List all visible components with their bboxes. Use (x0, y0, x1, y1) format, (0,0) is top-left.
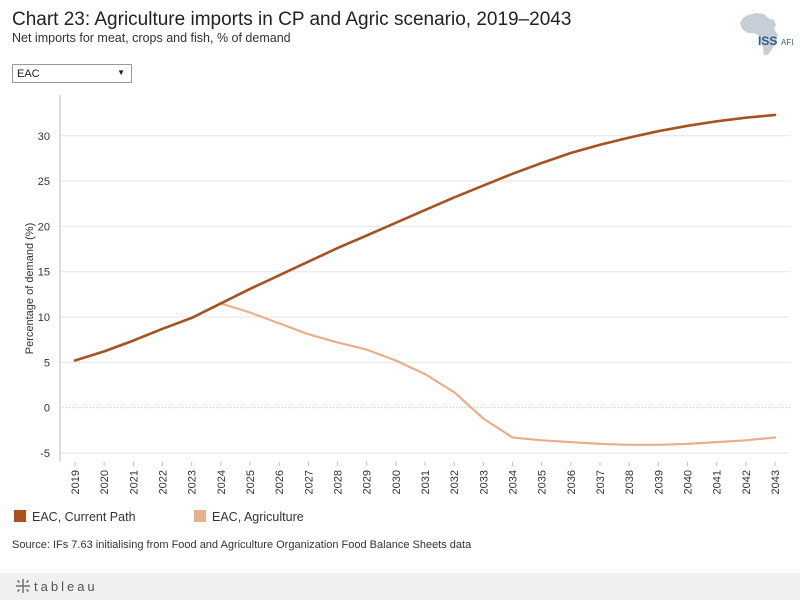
gridlines (60, 135, 790, 454)
tableau-wordmark: tableau (34, 579, 98, 594)
legend-swatch-agriculture (194, 510, 206, 522)
chevron-down-icon: ▼ (117, 68, 125, 77)
x-tick-label: 2040 (683, 470, 695, 494)
legend-label-current-path: EAC, Current Path (32, 510, 136, 524)
tableau-link[interactable]: tableau (14, 577, 98, 595)
x-tick-label: 2020 (99, 470, 111, 494)
y-tick-label: -5 (40, 448, 50, 460)
x-tick-label: 2038 (624, 470, 636, 494)
y-tick-label: 30 (38, 131, 50, 143)
legend-item-current-path[interactable]: EAC, Current Path (14, 510, 136, 524)
chart-subtitle: Net imports for meat, crops and fish, % … (12, 31, 291, 45)
x-tick-label: 2023 (187, 470, 199, 494)
x-tick-label: 2034 (508, 470, 520, 494)
y-axis-label: Percentage of demand (%) (24, 223, 36, 354)
x-tick-label: 2035 (537, 470, 549, 494)
x-tick-label: 2042 (741, 470, 753, 494)
y-tick-label: 0 (44, 403, 50, 415)
x-tick-label: 2032 (449, 470, 461, 494)
legend-item-agriculture[interactable]: EAC, Agriculture (194, 510, 304, 524)
x-tick-label: 2027 (303, 470, 315, 494)
x-tick-label: 2041 (712, 470, 724, 494)
y-tick-label: 15 (38, 267, 50, 279)
x-tick-label: 2033 (478, 470, 490, 494)
logo-subtext: AFI (781, 38, 793, 47)
x-tick-label: 2022 (158, 470, 170, 494)
series-line-current-path[interactable] (73, 113, 777, 362)
y-tick-labels: -5 0 5 10 15 20 25 30 (38, 131, 50, 460)
dropdown-selected-value: EAC (17, 68, 40, 80)
region-filter-dropdown[interactable]: EAC ▼ (12, 64, 132, 83)
x-tick-label: 2029 (362, 470, 374, 494)
x-tick-label: 2026 (274, 470, 286, 494)
chart-title: Chart 23: Agriculture imports in CP and … (12, 9, 572, 30)
x-tick-label: 2036 (566, 470, 578, 494)
x-tick-label: 2043 (770, 470, 782, 494)
logo-text: ISS (758, 34, 777, 48)
x-tick-label: 2028 (333, 470, 345, 494)
series-lines (73, 113, 777, 446)
x-tick-label: 2025 (245, 470, 257, 494)
legend-swatch-current-path (14, 510, 26, 522)
x-tick-label: 2030 (391, 470, 403, 494)
y-tick-label: 10 (38, 312, 50, 324)
iss-africa-logo[interactable]: ISS AFI (734, 11, 794, 57)
x-tick-label: 2031 (420, 470, 432, 494)
x-tick-label: 2021 (128, 470, 140, 494)
tableau-footer: tableau (0, 573, 800, 600)
x-tick-label: 2024 (216, 470, 228, 494)
x-tick-label: 2019 (70, 470, 82, 494)
legend-label-agriculture: EAC, Agriculture (212, 510, 304, 524)
y-tick-label: 20 (38, 221, 50, 233)
y-tick-label: 5 (44, 357, 50, 369)
source-note: Source: IFs 7.63 initialising from Food … (12, 539, 472, 551)
series-line-agriculture[interactable] (73, 302, 777, 446)
africa-map-icon (740, 13, 778, 55)
tableau-icon (16, 579, 30, 593)
x-tick-label: 2039 (653, 470, 665, 494)
x-tick-labels: 2019 2020 2021 2022 2023 2024 2025 2026 2027 2028… (70, 462, 782, 494)
y-tick-label: 25 (38, 176, 50, 188)
x-tick-label: 2037 (595, 470, 607, 494)
